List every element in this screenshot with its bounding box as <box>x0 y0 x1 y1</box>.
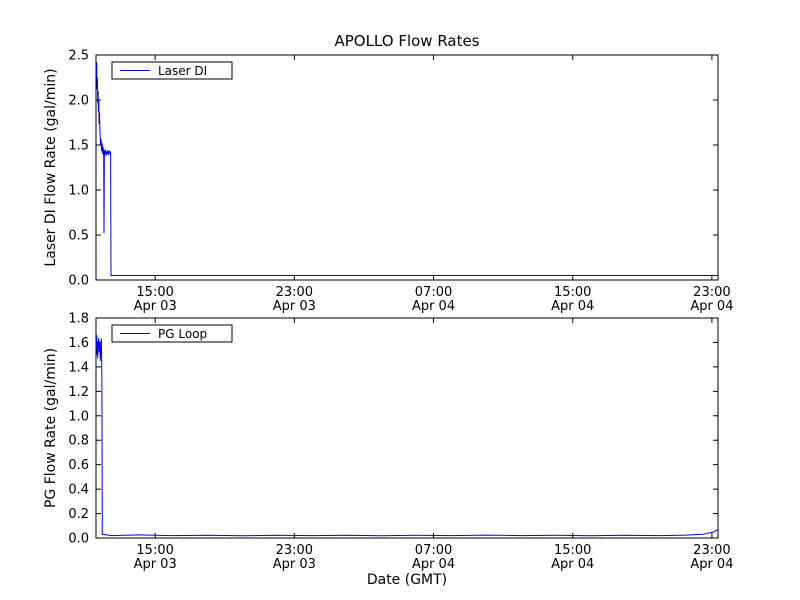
x-tick-time-label: 07:00 <box>415 285 452 300</box>
x-tick-time-label: 23:00 <box>276 543 313 558</box>
y-tick-label: 1.2 <box>68 385 89 400</box>
series-line-pg-loop <box>95 335 719 537</box>
y-tick-label: 0.6 <box>68 458 89 473</box>
legend-box <box>111 324 233 343</box>
x-tick-date-label: Apr 03 <box>134 557 177 572</box>
y-tick-label: 0.8 <box>68 434 89 449</box>
x-tick-date-label: Apr 04 <box>551 299 594 314</box>
legend-laser-di: Laser DI <box>111 61 233 80</box>
x-tick-time-label: 15:00 <box>554 543 591 558</box>
y-tick-label: 0.0 <box>68 274 89 289</box>
x-tick-time-label: 23:00 <box>693 543 730 558</box>
y-axis-ticks: 0.0 0.5 1.0 1.5 2.0 2.5 <box>68 49 718 289</box>
x-tick-date-label: Apr 03 <box>273 557 316 572</box>
legend-label: PG Loop <box>158 327 207 341</box>
x-tick-time-label: 07:00 <box>415 543 452 558</box>
x-tick-date-label: Apr 03 <box>134 299 177 314</box>
x-axis-label: Date (GMT) <box>367 572 447 588</box>
x-tick-date-label: Apr 04 <box>690 299 733 314</box>
y-tick-label: 1.4 <box>68 360 89 375</box>
x-tick-date-label: Apr 04 <box>690 557 733 572</box>
x-tick-date-label: Apr 04 <box>412 299 455 314</box>
y-tick-label: 0.2 <box>68 507 89 522</box>
y-tick-label: 0.5 <box>68 229 89 244</box>
y-tick-label: 1.6 <box>68 336 89 351</box>
x-tick-time-label: 15:00 <box>136 285 173 300</box>
x-tick-time-label: 23:00 <box>276 285 313 300</box>
y-axis-ticks: 0.0 0.2 0.4 0.6 0.8 1.0 1.2 1.4 1.6 1.8 <box>68 312 718 547</box>
x-tick-date-label: Apr 04 <box>551 557 594 572</box>
x-tick-date-label: Apr 03 <box>273 299 316 314</box>
y-tick-label: 1.0 <box>68 409 89 424</box>
y-tick-label: 2.5 <box>68 49 89 64</box>
y-tick-label: 0.4 <box>68 483 89 498</box>
y-tick-label: 2.0 <box>68 94 89 109</box>
x-tick-time-label: 23:00 <box>693 285 730 300</box>
y-tick-label: 1.5 <box>68 139 89 154</box>
y-axis-label: PG Flow Rate (gal/min) <box>43 348 59 508</box>
x-tick-time-label: 15:00 <box>554 285 591 300</box>
legend-pg-loop: PG Loop <box>111 324 233 343</box>
chart-title: APOLLO Flow Rates <box>334 32 479 50</box>
y-tick-label: 1.8 <box>68 312 89 327</box>
y-tick-label: 1.0 <box>68 184 89 199</box>
axes-frame <box>95 54 719 281</box>
legend-label: Laser DI <box>158 64 207 78</box>
x-tick-date-label: Apr 04 <box>412 557 455 572</box>
legend-box <box>111 61 233 80</box>
y-tick-label: 0.0 <box>68 532 89 547</box>
y-axis-label: Laser DI Flow Rate (gal/min) <box>43 68 59 266</box>
x-tick-time-label: 15:00 <box>136 543 173 558</box>
axes-frame <box>95 317 719 539</box>
series-line-laser-di <box>95 62 718 276</box>
